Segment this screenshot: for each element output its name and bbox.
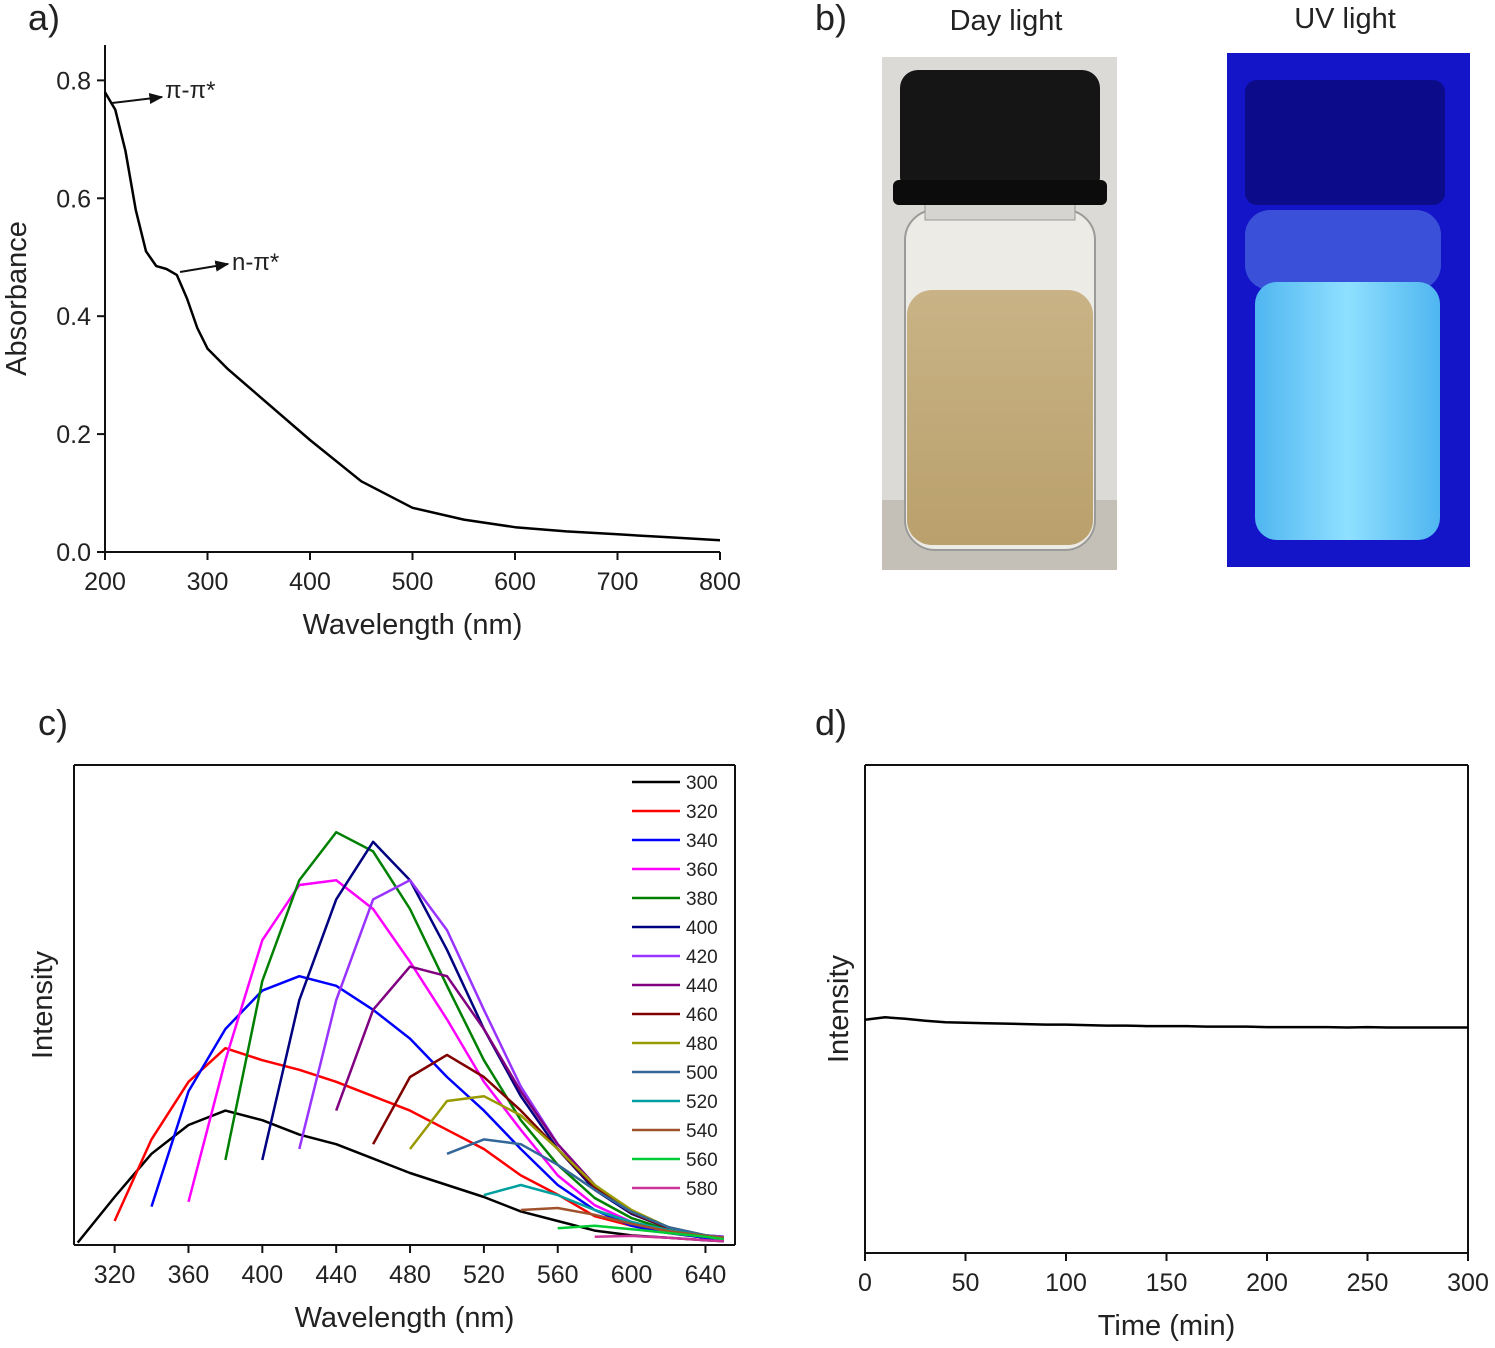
legend-label: 440	[686, 976, 718, 997]
legend-label: 460	[686, 1005, 718, 1026]
x-tick-label: 300	[187, 568, 229, 596]
x-tick-label: 560	[537, 1261, 579, 1289]
y-axis-label: Intensity	[27, 951, 59, 1059]
day-light-photo	[882, 57, 1117, 570]
photo-caption: Day light	[950, 5, 1063, 37]
legend-label: 320	[686, 802, 718, 823]
legend-label: 540	[686, 1121, 718, 1142]
legend-label: 380	[686, 889, 718, 910]
legend-label: 480	[686, 1034, 718, 1055]
uv-light-photo	[1227, 53, 1470, 567]
series-line	[224, 830, 725, 1240]
x-tick-label: 400	[289, 568, 331, 596]
annotation: n-π*	[232, 249, 279, 276]
legend-label: 360	[686, 860, 718, 881]
legend-label: 420	[686, 947, 718, 968]
x-tick-label: 320	[94, 1261, 136, 1289]
y-axis-label: Absorbance	[1, 221, 33, 376]
y-tick-label: 0.8	[56, 67, 91, 95]
y-tick-label: 0.0	[56, 539, 91, 567]
panel-label: b)	[815, 0, 847, 38]
series-line	[103, 91, 721, 542]
series-line	[557, 1224, 725, 1241]
x-axis-label: Wavelength (nm)	[303, 609, 523, 641]
x-tick-label: 480	[389, 1261, 431, 1289]
legend-label: 300	[686, 773, 718, 794]
x-tick-label: 150	[1146, 1269, 1188, 1297]
x-tick-label: 640	[685, 1261, 727, 1289]
legend-label: 520	[686, 1092, 718, 1113]
x-axis-label: Time (min)	[1098, 1310, 1235, 1342]
series-line	[864, 1016, 1468, 1029]
x-tick-label: 250	[1347, 1269, 1389, 1297]
x-tick-label: 520	[463, 1261, 505, 1289]
x-tick-label: 200	[1246, 1269, 1288, 1297]
panel-label: a)	[28, 0, 60, 38]
y-tick-label: 0.2	[56, 421, 91, 449]
x-tick-label: 360	[168, 1261, 210, 1289]
series-line	[261, 840, 724, 1239]
x-tick-label: 100	[1045, 1269, 1087, 1297]
x-tick-label: 50	[952, 1269, 980, 1297]
series-line	[298, 878, 724, 1239]
legend-label: 560	[686, 1150, 718, 1171]
x-tick-label: 600	[611, 1261, 653, 1289]
x-tick-label: 440	[315, 1261, 357, 1289]
photo-caption: UV light	[1294, 3, 1396, 35]
series-line	[594, 1234, 724, 1243]
legend-label: 500	[686, 1063, 718, 1084]
series-line	[446, 1138, 725, 1240]
annotation-arrow	[179, 260, 230, 273]
panel-label: c)	[38, 702, 68, 743]
legend-label: 580	[686, 1179, 718, 1200]
legend-label: 340	[686, 831, 718, 852]
x-axis-label: Wavelength (nm)	[295, 1302, 515, 1334]
series-line	[150, 974, 725, 1242]
x-tick-label: 500	[392, 568, 434, 596]
y-tick-label: 0.4	[56, 303, 91, 331]
y-tick-label: 0.6	[56, 185, 91, 213]
x-tick-label: 200	[84, 568, 126, 596]
annotation-arrow	[111, 92, 164, 105]
x-tick-label: 800	[699, 568, 741, 596]
annotation: π-π*	[165, 77, 215, 104]
panel-label: d)	[815, 702, 847, 743]
x-tick-label: 600	[494, 568, 536, 596]
series-line	[409, 1094, 725, 1240]
x-tick-label: 0	[858, 1269, 872, 1297]
x-tick-label: 300	[1447, 1269, 1489, 1297]
legend-label: 400	[686, 918, 718, 939]
y-axis-label: Intensity	[823, 955, 855, 1063]
x-tick-label: 400	[241, 1261, 283, 1289]
x-tick-label: 700	[597, 568, 639, 596]
series-line	[372, 1053, 725, 1240]
